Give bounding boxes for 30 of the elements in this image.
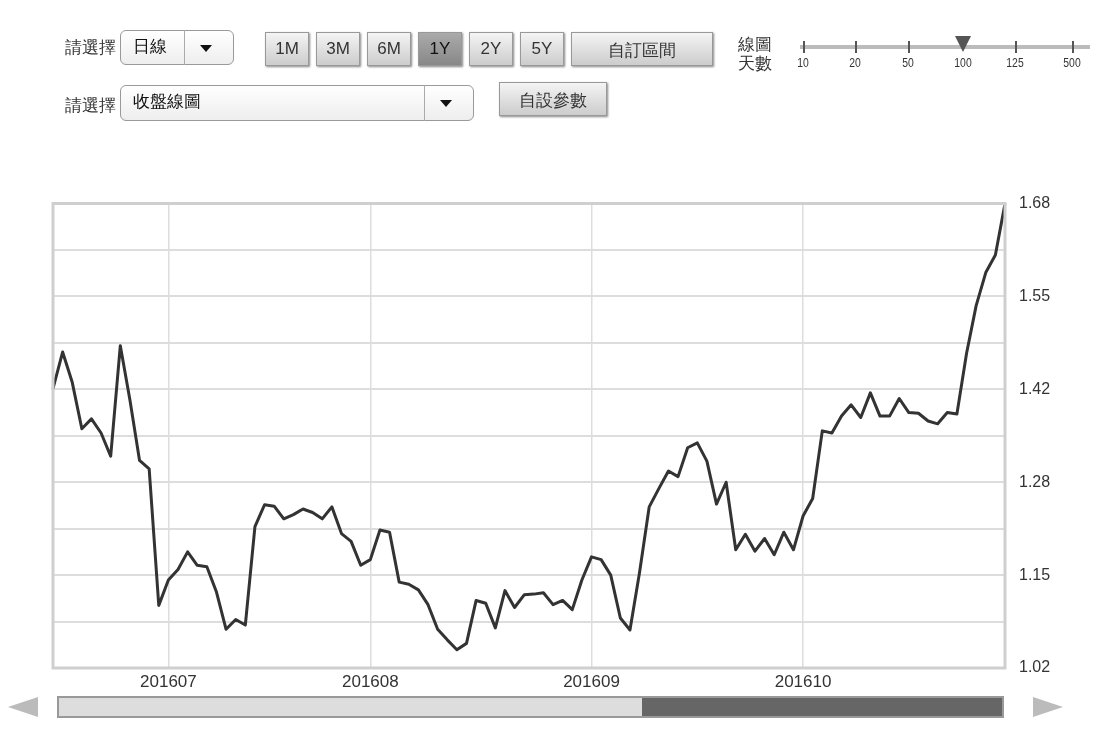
y-tick-label: 1.28 xyxy=(1019,472,1051,490)
y-tick-label: 1.68 xyxy=(1019,194,1051,212)
text: 20 xyxy=(849,55,861,70)
text: 1M xyxy=(275,39,299,58)
y-tick-label: 1.55 xyxy=(1019,286,1051,304)
y-tick-label: 1.15 xyxy=(1019,565,1051,583)
x-tick-label: 201607 xyxy=(140,671,197,691)
text: 10 xyxy=(797,55,809,70)
text: 日線 xyxy=(133,37,167,56)
text: 500 xyxy=(1063,55,1081,70)
text: 5Y xyxy=(531,39,553,58)
text: 天數 xyxy=(738,54,772,73)
text: 125 xyxy=(1006,55,1024,70)
text: 100 xyxy=(954,55,972,70)
text: 收盤線圖 xyxy=(133,92,201,111)
text: 6M xyxy=(377,39,401,58)
x-tick-label: 201608 xyxy=(341,671,399,691)
text: 2Y xyxy=(480,39,502,58)
x-tick-label: 201609 xyxy=(563,671,620,691)
text: 自設參數 xyxy=(519,91,587,110)
text: 請選擇 xyxy=(65,38,116,57)
text: 50 xyxy=(902,55,914,70)
y-tick-label: 1.02 xyxy=(1019,658,1051,676)
text: 3M xyxy=(326,39,350,58)
text: 1Y xyxy=(429,39,451,58)
x-tick-label: 201610 xyxy=(774,671,832,691)
text: 自訂區間 xyxy=(608,41,676,60)
text: 請選擇 xyxy=(65,96,116,115)
y-tick-label: 1.42 xyxy=(1019,379,1051,397)
text: 線圖 xyxy=(738,35,772,54)
